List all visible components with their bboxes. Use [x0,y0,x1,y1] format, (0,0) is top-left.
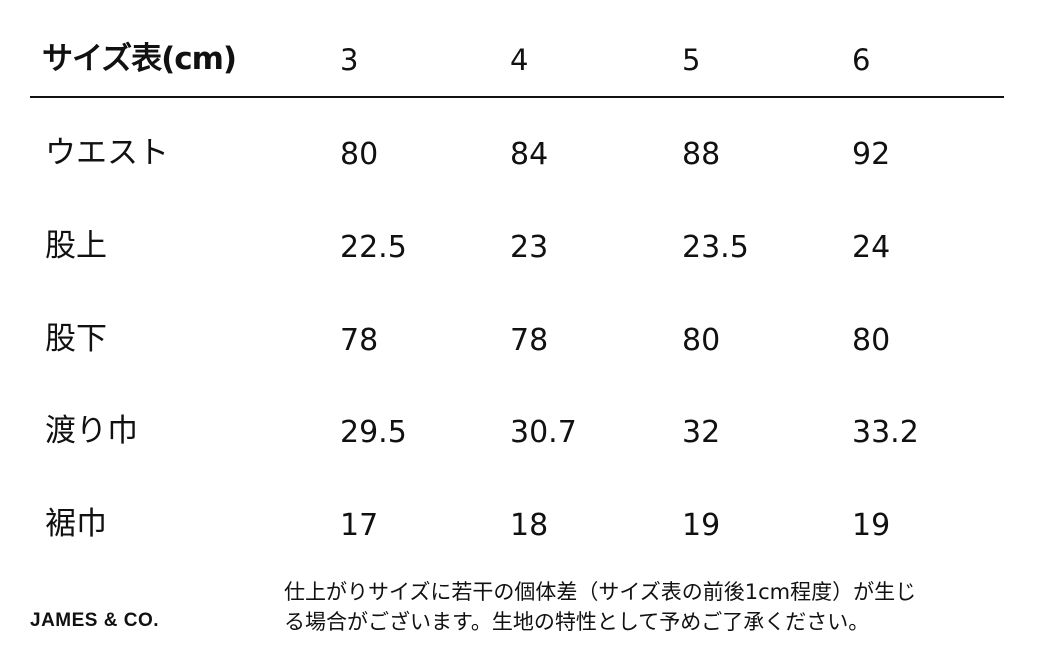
table-cell: 24 [852,230,891,265]
size-header-4: 4 [510,43,529,77]
row-label: 渡り巾 [45,413,138,449]
row-label: 股上 [45,228,107,264]
size-header-6: 6 [852,43,871,77]
table-cell: 18 [510,508,549,543]
table-cell: 30.7 [510,415,577,450]
table-cell: 32 [682,415,721,450]
table-cell: 92 [852,137,891,172]
table-cell: 23.5 [682,230,749,265]
table-cell: 78 [510,323,549,358]
table-cell: 88 [682,137,721,172]
note-line-1: 仕上がりサイズに若干の個体差（サイズ表の前後1cm程度）が生じ [284,580,917,604]
size-header-3: 3 [340,43,359,77]
table-cell: 80 [682,323,721,358]
table-cell: 33.2 [852,415,919,450]
size-header-5: 5 [682,43,701,77]
table-cell: 19 [852,508,891,543]
table-cell: 80 [852,323,891,358]
row-label: 裾巾 [45,506,107,542]
table-cell: 80 [340,137,379,172]
table-cell: 84 [510,137,549,172]
table-cell: 78 [340,323,379,358]
brand-logo-text: JAMES & CO. [30,610,160,631]
note-line-2: る場合がございます。生地の特性として予めご了承ください。 [284,610,870,634]
table-cell: 22.5 [340,230,407,265]
table-cell: 19 [682,508,721,543]
row-label: 股下 [45,321,107,357]
table-cell: 17 [340,508,379,543]
table-cell: 23 [510,230,549,265]
table-title: サイズ表(cm) [42,41,237,77]
header-divider [30,96,1004,98]
table-cell: 29.5 [340,415,407,450]
row-label: ウエスト [45,135,169,171]
